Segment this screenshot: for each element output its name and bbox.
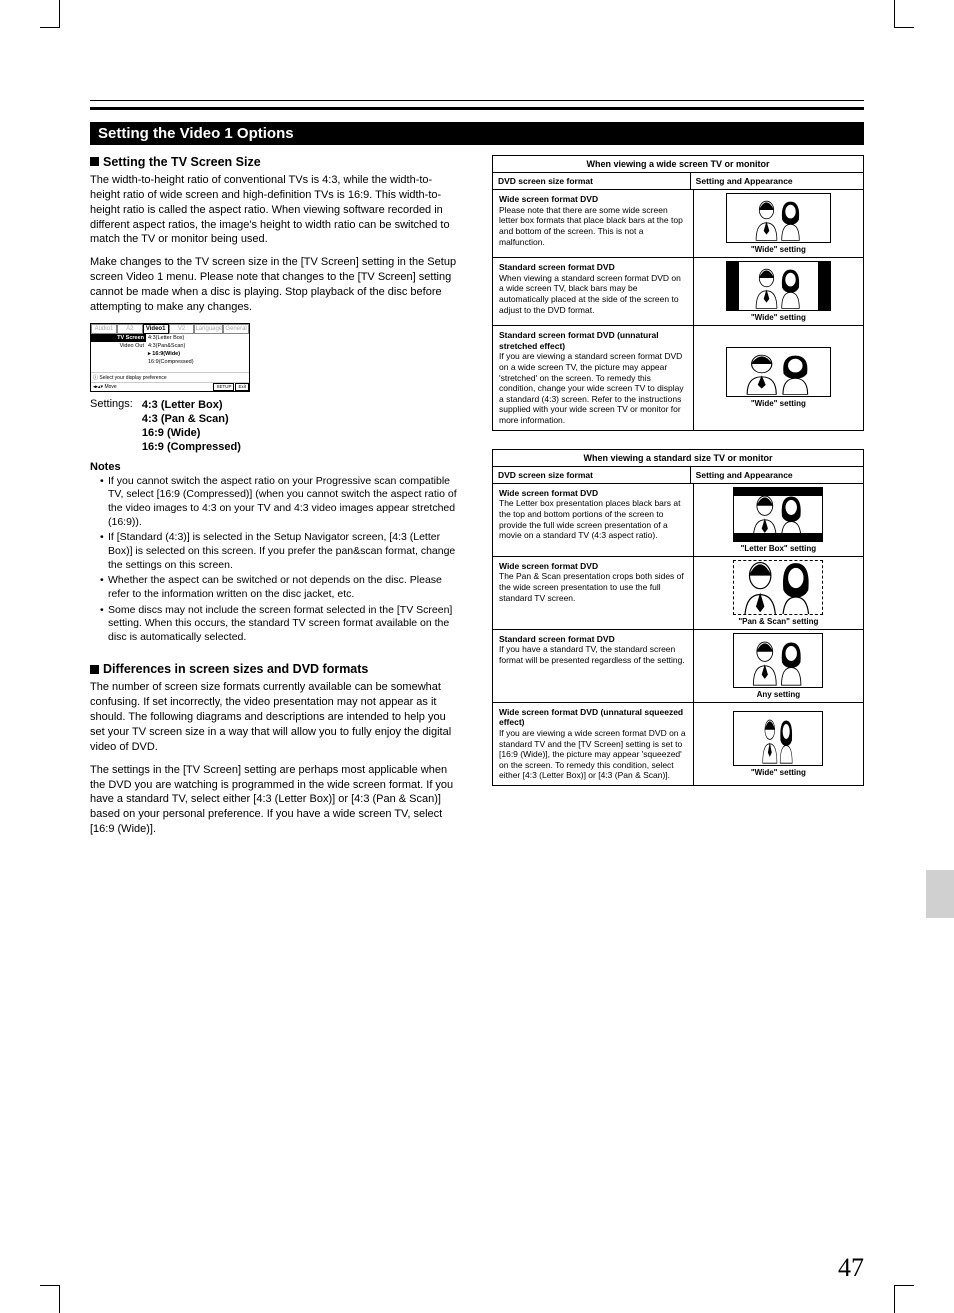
para-aspect-howto: Make changes to the TV screen size in th… [90, 255, 462, 314]
table-b-rows: Wide screen format DVDThe Letter box pre… [493, 484, 863, 785]
table-row: Standard screen format DVD (unnatural st… [493, 326, 863, 430]
row-description: Standard screen format DVDWhen viewing a… [493, 258, 694, 325]
osd-opt-169w: ▸ 16:9(Wide) [146, 350, 249, 358]
subheading-differences-text: Differences in screen sizes and DVD form… [103, 662, 368, 676]
osd-exit-btn: Exit [235, 383, 249, 391]
row-description: Wide screen format DVDPlease note that t… [493, 190, 694, 257]
table-row: Wide screen format DVDThe Letter box pre… [493, 484, 863, 557]
osd-opt-169c: 16:9(Compressed) [146, 358, 249, 366]
osd-setup-screen: Audio1 A2 Video1 V2 Language General TV … [90, 323, 250, 392]
table-a-col2: Setting and Appearance [691, 173, 863, 189]
row-appearance: "Wide" setting [694, 190, 863, 257]
two-column-layout: Setting the TV Screen Size The width-to-… [90, 155, 864, 845]
page-number: 47 [838, 1253, 864, 1283]
table-b-col2: Setting and Appearance [691, 467, 863, 483]
para-diff-1: The number of screen size formats curren… [90, 680, 462, 754]
row-description: Standard screen format DVDIf you have a … [493, 630, 694, 702]
osd-tab-audio1: Audio1 [91, 324, 117, 334]
top-rule-thin [90, 100, 864, 102]
row-appearance: "Wide" setting [694, 258, 863, 325]
table-b-col1: DVD screen size format [493, 467, 691, 483]
row-appearance: "Wide" setting [694, 326, 863, 430]
note-0: If you cannot switch the aspect ratio on… [100, 475, 462, 530]
setting-opt-2: 16:9 (Wide) [142, 426, 241, 440]
row-description: Wide screen format DVDThe Letter box pre… [493, 484, 694, 556]
subheading-tvscreen: Setting the TV Screen Size [90, 155, 462, 169]
para-diff-2: The settings in the [TV Screen] setting … [90, 763, 462, 837]
table-row: Wide screen format DVDPlease note that t… [493, 190, 863, 258]
appearance-illustration [726, 347, 831, 397]
osd-tab-a2: A2 [117, 324, 143, 334]
settings-list: Settings: 4:3 (Letter Box) 4:3 (Pan & Sc… [90, 398, 462, 455]
appearance-illustration [733, 560, 823, 615]
table-row: Standard screen format DVDIf you have a … [493, 630, 863, 703]
appearance-illustration [726, 193, 831, 243]
top-rule-thick [90, 107, 864, 110]
table-row: Wide screen format DVDThe Pan & Scan pre… [493, 557, 863, 630]
appearance-illustration [726, 261, 831, 311]
osd-tabs: Audio1 A2 Video1 V2 Language General [91, 324, 249, 334]
appearance-caption: Any setting [757, 690, 801, 699]
left-column: Setting the TV Screen Size The width-to-… [90, 155, 462, 845]
settings-label: Settings: [90, 398, 133, 410]
row-description: Wide screen format DVDThe Pan & Scan pre… [493, 557, 694, 629]
note-1: If [Standard (4:3)] is selected in the S… [100, 531, 462, 572]
osd-hint: ⓘ Select your display preference [91, 372, 249, 382]
appearance-caption: "Wide" setting [751, 768, 806, 777]
table-a-col1: DVD screen size format [493, 173, 691, 189]
setting-opt-3: 16:9 (Compressed) [142, 440, 241, 454]
osd-opt-43lb: 4:3(Letter Box) [146, 334, 249, 342]
appearance-illustration [733, 487, 823, 542]
appearance-caption: "Letter Box" setting [741, 544, 817, 553]
appearance-caption: "Wide" setting [751, 245, 806, 254]
appearance-caption: "Pan & Scan" setting [738, 617, 818, 626]
row-appearance: "Wide" setting [694, 703, 863, 785]
appearance-caption: "Wide" setting [751, 313, 806, 322]
osd-footer: ◂▸▴▾ Move SETUP Exit [91, 382, 249, 391]
manual-page: Setting the Video 1 Options Setting the … [0, 0, 954, 1313]
notes-list: If you cannot switch the aspect ratio on… [90, 475, 462, 645]
osd-opt-43ps: 4:3(Pan&Scan) [146, 342, 249, 350]
setting-opt-0: 4:3 (Letter Box) [142, 398, 241, 412]
table-a-rows: Wide screen format DVDPlease note that t… [493, 190, 863, 430]
osd-tab-general: General [223, 324, 249, 334]
osd-move: ◂▸▴▾ Move [91, 383, 212, 391]
notes-heading: Notes [90, 461, 462, 473]
row-appearance: "Pan & Scan" setting [694, 557, 863, 629]
osd-tab-v2: V2 [169, 324, 195, 334]
osd-item-tvscreen: TV Screen [91, 334, 146, 342]
side-tab [926, 870, 954, 918]
osd-right-list: 4:3(Letter Box) 4:3(Pan&Scan) ▸ 16:9(Wid… [146, 334, 249, 366]
table-widescreen: When viewing a wide screen TV or monitor… [492, 155, 864, 431]
note-2: Whether the aspect can be switched or no… [100, 574, 462, 601]
appearance-caption: "Wide" setting [751, 399, 806, 408]
row-appearance: Any setting [694, 630, 863, 702]
osd-tab-language: Language [194, 324, 223, 334]
osd-tab-video1: Video1 [143, 324, 169, 334]
subheading-tvscreen-text: Setting the TV Screen Size [103, 155, 261, 169]
subheading-differences: Differences in screen sizes and DVD form… [90, 662, 462, 676]
table-row: Standard screen format DVDWhen viewing a… [493, 258, 863, 326]
setting-opt-1: 4:3 (Pan & Scan) [142, 412, 241, 426]
para-aspect-intro: The width-to-height ratio of conventiona… [90, 173, 462, 247]
appearance-illustration [733, 711, 823, 766]
row-description: Wide screen format DVD (unnatural squeez… [493, 703, 694, 785]
note-3: Some discs may not include the screen fo… [100, 604, 462, 645]
row-appearance: "Letter Box" setting [694, 484, 863, 556]
table-standard: When viewing a standard size TV or monit… [492, 449, 864, 786]
row-description: Standard screen format DVD (unnatural st… [493, 326, 694, 430]
osd-item-videoout: Video Out [91, 342, 146, 350]
osd-left-list: TV Screen Video Out [91, 334, 146, 366]
table-a-title: When viewing a wide screen TV or monitor [493, 156, 863, 173]
appearance-illustration [733, 633, 823, 688]
section-heading-bar: Setting the Video 1 Options [90, 122, 864, 145]
table-row: Wide screen format DVD (unnatural squeez… [493, 703, 863, 785]
osd-setup-btn: SETUP [213, 383, 234, 391]
table-b-title: When viewing a standard size TV or monit… [493, 450, 863, 467]
right-column: When viewing a wide screen TV or monitor… [492, 155, 864, 845]
